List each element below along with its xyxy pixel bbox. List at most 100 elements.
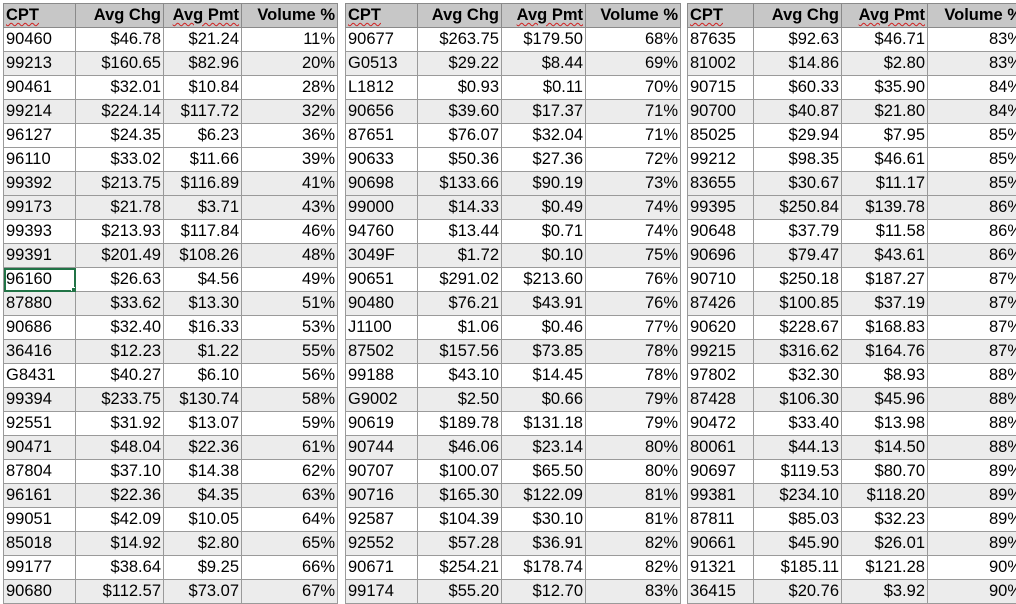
cell-avg-pmt[interactable]: $9.25 — [164, 556, 242, 580]
header-avg-chg[interactable]: Avg Chg — [76, 4, 164, 28]
cell-avg-chg[interactable]: $254.21 — [418, 556, 502, 580]
cell-cpt[interactable]: 99000 — [346, 196, 418, 220]
cell-cpt[interactable]: 99214 — [4, 100, 76, 124]
cell-avg-pmt[interactable]: $36.91 — [502, 532, 586, 556]
cell-cpt[interactable]: 80061 — [688, 436, 754, 460]
cell-avg-pmt[interactable]: $11.17 — [842, 172, 928, 196]
cell-avg-pmt[interactable]: $122.09 — [502, 484, 586, 508]
cell-cpt[interactable]: 90671 — [346, 556, 418, 580]
cell-avg-chg[interactable]: $76.07 — [418, 124, 502, 148]
cell-volume-pct[interactable]: 80% — [586, 460, 681, 484]
cell-volume-pct[interactable]: 89% — [928, 532, 1016, 556]
cell-avg-pmt[interactable]: $187.27 — [842, 268, 928, 292]
cell-volume-pct[interactable]: 68% — [586, 28, 681, 52]
cell-avg-pmt[interactable]: $6.10 — [164, 364, 242, 388]
cell-avg-chg[interactable]: $42.09 — [76, 508, 164, 532]
cell-avg-chg[interactable]: $55.20 — [418, 580, 502, 604]
cell-cpt[interactable]: 87880 — [4, 292, 76, 316]
cell-volume-pct[interactable]: 90% — [928, 556, 1016, 580]
cell-cpt[interactable]: 99213 — [4, 52, 76, 76]
cell-avg-pmt[interactable]: $32.23 — [842, 508, 928, 532]
cell-avg-pmt[interactable]: $73.85 — [502, 340, 586, 364]
cell-avg-pmt[interactable]: $11.58 — [842, 220, 928, 244]
cell-avg-chg[interactable]: $31.92 — [76, 412, 164, 436]
cell-cpt[interactable]: 99173 — [4, 196, 76, 220]
cell-avg-pmt[interactable]: $164.76 — [842, 340, 928, 364]
cell-volume-pct[interactable]: 79% — [586, 388, 681, 412]
cell-avg-chg[interactable]: $1.06 — [418, 316, 502, 340]
cell-cpt[interactable]: 87651 — [346, 124, 418, 148]
cell-avg-pmt[interactable]: $14.45 — [502, 364, 586, 388]
cell-avg-pmt[interactable]: $32.04 — [502, 124, 586, 148]
header-cpt[interactable]: CPT — [688, 4, 754, 28]
cell-cpt[interactable]: J1100 — [346, 316, 418, 340]
cell-volume-pct[interactable]: 78% — [586, 340, 681, 364]
cell-avg-pmt[interactable]: $117.72 — [164, 100, 242, 124]
cell-avg-pmt[interactable]: $8.93 — [842, 364, 928, 388]
header-avg-pmt[interactable]: Avg Pmt — [842, 4, 928, 28]
cell-avg-chg[interactable]: $133.66 — [418, 172, 502, 196]
cell-avg-chg[interactable]: $48.04 — [76, 436, 164, 460]
cell-avg-pmt[interactable]: $4.56 — [164, 268, 242, 292]
cell-avg-pmt[interactable]: $37.19 — [842, 292, 928, 316]
cell-avg-chg[interactable]: $32.40 — [76, 316, 164, 340]
cell-volume-pct[interactable]: 49% — [242, 268, 338, 292]
cell-cpt[interactable]: 99394 — [4, 388, 76, 412]
cell-volume-pct[interactable]: 20% — [242, 52, 338, 76]
cell-avg-pmt[interactable]: $8.44 — [502, 52, 586, 76]
header-volume-pct[interactable]: Volume % — [242, 4, 338, 28]
cell-cpt[interactable]: 83655 — [688, 172, 754, 196]
cell-cpt[interactable]: 96161 — [4, 484, 76, 508]
cell-cpt[interactable]: 99392 — [4, 172, 76, 196]
cell-avg-pmt[interactable]: $139.78 — [842, 196, 928, 220]
cell-avg-pmt[interactable]: $11.66 — [164, 148, 242, 172]
cell-cpt[interactable]: 90460 — [4, 28, 76, 52]
cell-volume-pct[interactable]: 71% — [586, 124, 681, 148]
cell-cpt[interactable]: 99395 — [688, 196, 754, 220]
cell-avg-pmt[interactable]: $17.37 — [502, 100, 586, 124]
cell-volume-pct[interactable]: 65% — [242, 532, 338, 556]
cell-avg-chg[interactable]: $45.90 — [754, 532, 842, 556]
cell-avg-pmt[interactable]: $12.70 — [502, 580, 586, 604]
cell-volume-pct[interactable]: 86% — [928, 220, 1016, 244]
cell-cpt[interactable]: 81002 — [688, 52, 754, 76]
cell-cpt[interactable]: 90696 — [688, 244, 754, 268]
cell-cpt[interactable]: 87426 — [688, 292, 754, 316]
cell-avg-chg[interactable]: $79.47 — [754, 244, 842, 268]
cell-avg-pmt[interactable]: $13.07 — [164, 412, 242, 436]
cell-avg-chg[interactable]: $316.62 — [754, 340, 842, 364]
cell-volume-pct[interactable]: 80% — [586, 436, 681, 460]
cell-avg-pmt[interactable]: $82.96 — [164, 52, 242, 76]
cell-avg-pmt[interactable]: $7.95 — [842, 124, 928, 148]
cell-avg-chg[interactable]: $22.36 — [76, 484, 164, 508]
cell-avg-pmt[interactable]: $108.26 — [164, 244, 242, 268]
cell-avg-pmt[interactable]: $30.10 — [502, 508, 586, 532]
cell-cpt[interactable]: 90656 — [346, 100, 418, 124]
cell-avg-pmt[interactable]: $14.38 — [164, 460, 242, 484]
cell-avg-pmt[interactable]: $22.36 — [164, 436, 242, 460]
cell-volume-pct[interactable]: 70% — [586, 76, 681, 100]
cell-volume-pct[interactable]: 84% — [928, 76, 1016, 100]
cell-avg-pmt[interactable]: $43.61 — [842, 244, 928, 268]
cell-cpt[interactable]: 91321 — [688, 556, 754, 580]
cell-avg-chg[interactable]: $50.36 — [418, 148, 502, 172]
cell-avg-chg[interactable]: $33.40 — [754, 412, 842, 436]
cell-volume-pct[interactable]: 36% — [242, 124, 338, 148]
cell-volume-pct[interactable]: 86% — [928, 196, 1016, 220]
cell-cpt[interactable]: L1812 — [346, 76, 418, 100]
cell-volume-pct[interactable]: 81% — [586, 508, 681, 532]
cell-cpt[interactable]: 92552 — [346, 532, 418, 556]
cell-cpt[interactable]: 99174 — [346, 580, 418, 604]
cell-volume-pct[interactable]: 90% — [928, 580, 1016, 604]
cell-cpt[interactable]: 99215 — [688, 340, 754, 364]
cell-avg-chg[interactable]: $160.65 — [76, 52, 164, 76]
cell-avg-chg[interactable]: $32.01 — [76, 76, 164, 100]
cell-volume-pct[interactable]: 76% — [586, 268, 681, 292]
cell-avg-chg[interactable]: $21.78 — [76, 196, 164, 220]
cell-cpt[interactable]: G8431 — [4, 364, 76, 388]
cell-volume-pct[interactable]: 75% — [586, 244, 681, 268]
cell-volume-pct[interactable]: 85% — [928, 172, 1016, 196]
cell-cpt[interactable]: 99051 — [4, 508, 76, 532]
cell-volume-pct[interactable]: 88% — [928, 436, 1016, 460]
cell-avg-chg[interactable]: $263.75 — [418, 28, 502, 52]
